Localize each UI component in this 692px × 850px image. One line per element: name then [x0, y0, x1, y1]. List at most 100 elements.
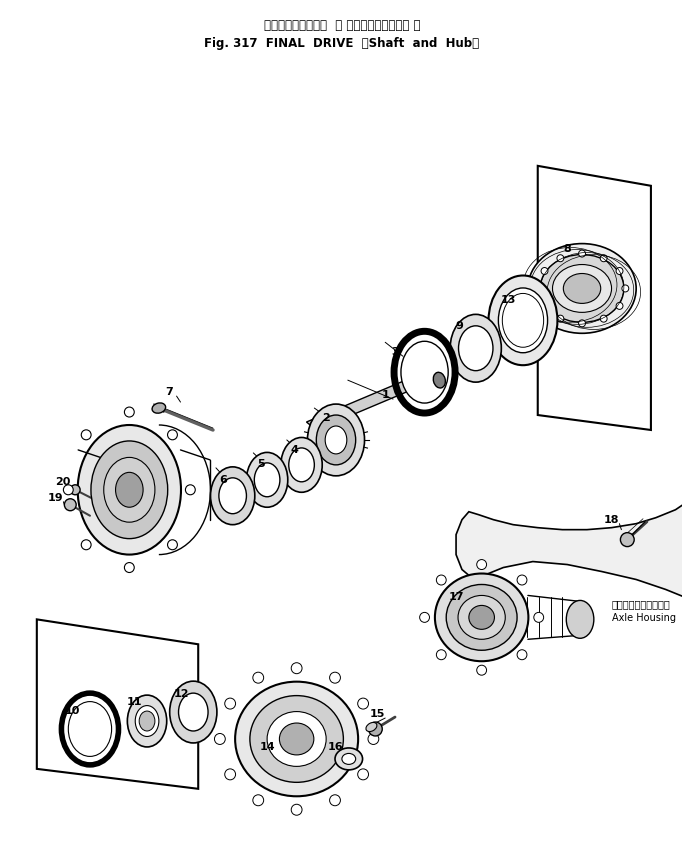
Circle shape [600, 315, 607, 322]
Text: 15: 15 [370, 709, 385, 719]
Ellipse shape [459, 326, 493, 371]
Text: 8: 8 [563, 244, 571, 253]
Ellipse shape [446, 585, 517, 650]
Circle shape [621, 533, 634, 547]
Text: Axle Housing: Axle Housing [612, 614, 675, 623]
Ellipse shape [433, 372, 446, 388]
Text: 12: 12 [174, 689, 189, 699]
Circle shape [358, 698, 369, 709]
Circle shape [167, 430, 177, 439]
Circle shape [579, 250, 585, 257]
Circle shape [329, 795, 340, 806]
Circle shape [419, 612, 430, 622]
Ellipse shape [401, 341, 448, 403]
Circle shape [167, 540, 177, 550]
Ellipse shape [219, 478, 246, 513]
Ellipse shape [307, 404, 365, 476]
Circle shape [541, 268, 548, 275]
Ellipse shape [152, 403, 165, 413]
Ellipse shape [250, 695, 343, 782]
Text: ファイナルドライブ  （ シャフトおよびハブ ）: ファイナルドライブ （ シャフトおよびハブ ） [264, 20, 420, 32]
Text: 17: 17 [448, 592, 464, 603]
Ellipse shape [246, 452, 288, 507]
Text: 4: 4 [291, 445, 299, 455]
Ellipse shape [469, 605, 495, 629]
Circle shape [534, 612, 544, 622]
Ellipse shape [255, 463, 280, 496]
Text: 13: 13 [500, 296, 516, 305]
Circle shape [536, 285, 542, 292]
Circle shape [622, 285, 629, 292]
Ellipse shape [316, 415, 356, 465]
Ellipse shape [563, 274, 601, 303]
Text: 10: 10 [64, 706, 80, 716]
Ellipse shape [528, 244, 636, 333]
Circle shape [557, 315, 564, 322]
Ellipse shape [489, 275, 558, 366]
Circle shape [185, 484, 195, 495]
Ellipse shape [325, 426, 347, 454]
Ellipse shape [116, 473, 143, 507]
Text: 19: 19 [48, 493, 64, 502]
Ellipse shape [69, 701, 111, 756]
Ellipse shape [342, 753, 356, 764]
Ellipse shape [267, 711, 326, 767]
Circle shape [616, 303, 623, 309]
Text: アクスル・ハウジング: アクスル・ハウジング [612, 599, 671, 609]
Ellipse shape [139, 711, 155, 731]
Ellipse shape [566, 600, 594, 638]
Circle shape [215, 734, 226, 745]
Ellipse shape [127, 695, 167, 747]
Text: 20: 20 [55, 477, 70, 487]
Ellipse shape [498, 288, 547, 353]
Circle shape [437, 649, 446, 660]
Text: 16: 16 [328, 742, 344, 752]
Text: 9: 9 [455, 321, 463, 332]
Ellipse shape [210, 467, 255, 524]
Circle shape [557, 255, 564, 262]
Circle shape [600, 255, 607, 262]
Ellipse shape [281, 438, 322, 492]
Circle shape [253, 672, 264, 683]
Text: 2: 2 [322, 413, 330, 423]
Circle shape [291, 663, 302, 674]
Polygon shape [307, 372, 439, 430]
Circle shape [71, 484, 80, 495]
Ellipse shape [179, 693, 208, 731]
Circle shape [358, 769, 369, 779]
Text: 3: 3 [391, 348, 399, 357]
Circle shape [125, 407, 134, 417]
Ellipse shape [335, 748, 363, 770]
Circle shape [368, 734, 379, 745]
Text: 7: 7 [165, 387, 172, 397]
Ellipse shape [552, 264, 612, 312]
Ellipse shape [91, 441, 167, 539]
Circle shape [368, 722, 382, 736]
Ellipse shape [78, 425, 181, 554]
Circle shape [225, 769, 235, 779]
Circle shape [253, 795, 264, 806]
Ellipse shape [289, 448, 314, 482]
Circle shape [329, 672, 340, 683]
Circle shape [579, 320, 585, 326]
Circle shape [616, 268, 623, 275]
Circle shape [477, 666, 486, 675]
Text: 5: 5 [257, 459, 265, 469]
Circle shape [291, 804, 302, 815]
Ellipse shape [104, 457, 155, 522]
Circle shape [517, 575, 527, 585]
Circle shape [64, 484, 73, 495]
Circle shape [81, 430, 91, 439]
Text: 6: 6 [219, 475, 227, 484]
Ellipse shape [458, 596, 505, 639]
Polygon shape [456, 488, 692, 620]
Circle shape [81, 540, 91, 550]
Ellipse shape [135, 706, 159, 736]
Ellipse shape [170, 681, 217, 743]
Circle shape [477, 559, 486, 570]
Circle shape [225, 698, 235, 709]
Ellipse shape [366, 722, 377, 732]
Ellipse shape [435, 574, 529, 661]
Text: 11: 11 [127, 697, 142, 707]
Circle shape [437, 575, 446, 585]
